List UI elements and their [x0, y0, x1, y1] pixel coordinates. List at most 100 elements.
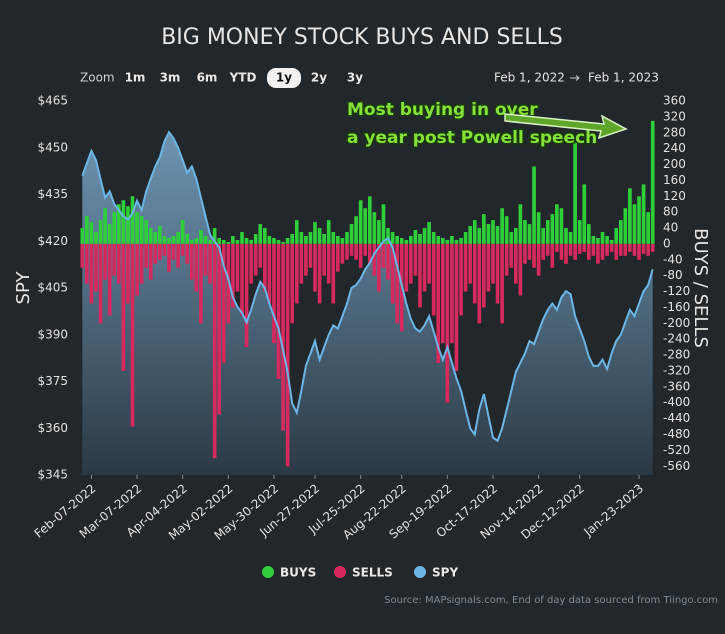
legend-label[interactable]: SPY [432, 566, 458, 580]
bar [372, 243, 377, 276]
y2-tick-label: -200 [663, 316, 690, 330]
y2-tick-label: -560 [663, 459, 690, 473]
legend-label[interactable]: SELLS [352, 566, 393, 580]
bar [363, 243, 368, 256]
bar [600, 232, 605, 244]
y2-tick-label: -480 [663, 427, 690, 441]
y2-tick-label: -80 [663, 268, 683, 282]
bar [450, 235, 454, 244]
bar [139, 243, 144, 284]
bar [450, 243, 454, 344]
bar [527, 243, 532, 260]
bar [180, 243, 185, 256]
range-to[interactable]: Feb 1, 2023 [588, 71, 659, 85]
bar [427, 243, 431, 284]
bar [304, 243, 308, 276]
bar [404, 239, 409, 244]
y-tick-label: $435 [37, 187, 68, 201]
range-button[interactable]: 1y [276, 71, 292, 85]
bar [390, 243, 395, 304]
range-button[interactable]: 3y [347, 71, 363, 85]
bar [276, 243, 281, 379]
bar [605, 235, 609, 244]
range-button[interactable]: YTD [229, 71, 257, 85]
bar [559, 243, 564, 260]
range-button[interactable]: 2y [311, 71, 327, 85]
y2-axis-title: BUYS / SELLS [690, 228, 711, 348]
y-tick-label: $345 [37, 468, 68, 482]
bar [94, 232, 98, 244]
bar [349, 224, 354, 244]
bar [221, 243, 226, 364]
bar [226, 241, 231, 244]
bar [377, 243, 381, 292]
bar [504, 243, 509, 276]
bar [422, 228, 427, 244]
bar [413, 230, 418, 244]
bar [112, 243, 117, 276]
bar [495, 243, 500, 304]
range-from[interactable]: Feb 1, 2022 [494, 71, 565, 85]
bar [463, 243, 468, 292]
chart-title: BIG MONEY STOCK BUYS AND SELLS [161, 25, 563, 50]
legend-marker[interactable] [334, 566, 346, 578]
range-buttons: 1m 3m 6m YTD 1y 2y 3y [125, 68, 363, 88]
bar [126, 243, 130, 304]
bar [436, 243, 441, 364]
range-button-bg[interactable] [267, 68, 301, 88]
y2-tick-label: -320 [663, 363, 690, 377]
bar [331, 232, 336, 244]
y2-tick-label: 160 [663, 173, 686, 187]
bar [632, 243, 637, 256]
bar [107, 243, 112, 316]
y2-tick-label: 200 [663, 157, 686, 171]
bar [171, 235, 176, 244]
bar [130, 243, 135, 427]
bar [618, 220, 623, 244]
bar [587, 243, 591, 260]
bar [431, 243, 436, 316]
legend: BUYS SELLS SPY [262, 566, 458, 580]
bar [249, 239, 253, 244]
bar [409, 235, 413, 244]
bar [641, 184, 646, 244]
bar [600, 243, 605, 260]
bar [628, 188, 632, 244]
bar [103, 243, 107, 280]
annotation: Most buying in over [347, 100, 538, 120]
range-arrow [570, 75, 580, 81]
bar [217, 237, 222, 244]
bar [112, 212, 117, 244]
bar [231, 235, 235, 244]
legend-marker[interactable] [262, 566, 274, 578]
bar [573, 243, 577, 260]
range-button[interactable]: 1m [125, 71, 146, 85]
bar [171, 243, 176, 260]
range-button[interactable]: 3m [160, 71, 181, 85]
bar [267, 235, 272, 244]
bar [253, 243, 258, 276]
bar [208, 243, 212, 284]
bar [103, 208, 107, 244]
bar [176, 232, 180, 244]
bar [409, 243, 413, 284]
bar [381, 243, 386, 268]
legend-marker[interactable] [414, 566, 426, 578]
bar [637, 196, 641, 244]
bar [167, 243, 171, 272]
y-tick-label: $375 [37, 374, 68, 388]
bar [577, 243, 582, 254]
bar [500, 208, 504, 244]
range-button[interactable]: 6m [197, 71, 218, 85]
bar [564, 228, 568, 244]
bar [80, 243, 85, 268]
bar [523, 220, 527, 244]
bar [618, 243, 623, 256]
bar [431, 232, 436, 244]
bar [294, 243, 299, 304]
legend-label[interactable]: BUYS [280, 566, 316, 580]
bar [477, 243, 482, 324]
spy-line [81, 130, 654, 443]
x-tick-label: Jan-23-2023 [581, 481, 647, 539]
bar [340, 237, 345, 244]
